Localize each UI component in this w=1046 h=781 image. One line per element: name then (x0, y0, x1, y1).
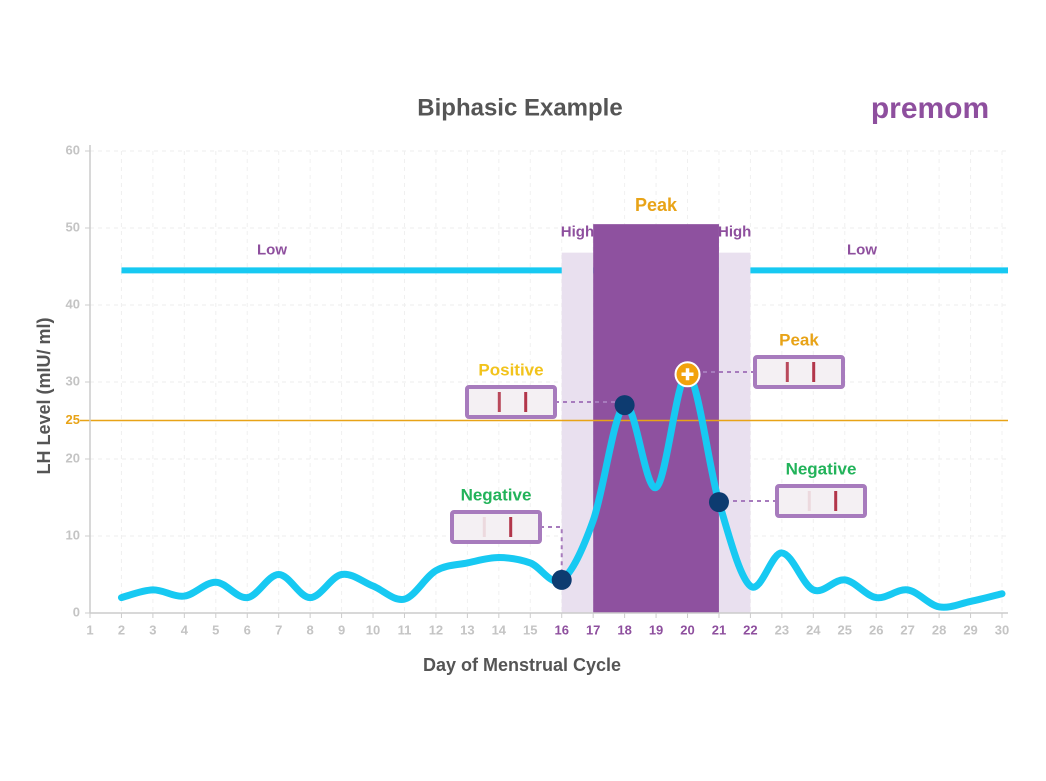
x-tick-label: 1 (86, 622, 93, 637)
marker-plus (681, 368, 694, 381)
x-tick-label: 4 (181, 622, 189, 637)
test-result-label: Positive (478, 360, 543, 379)
test-strip (753, 355, 845, 389)
y-tick-label: 20 (66, 450, 80, 465)
test-result-label: Peak (779, 330, 819, 349)
control-line (812, 362, 816, 382)
test-strip (465, 385, 557, 419)
x-tick-label: 28 (932, 622, 946, 637)
test-marker (614, 395, 635, 416)
x-tick-label: 24 (806, 622, 821, 637)
x-tick-label: 16 (554, 622, 568, 637)
y-tick-label: 50 (66, 219, 80, 234)
test-line (497, 392, 501, 412)
control-line (524, 392, 528, 412)
threshold-label: 25 (66, 412, 80, 427)
y-tick-label: 60 (66, 142, 80, 157)
x-tick-label: 21 (712, 622, 726, 637)
x-tick-label: 30 (995, 622, 1009, 637)
x-tick-label: 9 (338, 622, 345, 637)
x-tick-label: 6 (244, 622, 251, 637)
x-tick-label: 18 (617, 622, 631, 637)
phase-label: Peak (635, 195, 678, 215)
test-line (785, 362, 789, 382)
y-tick-label: 10 (66, 527, 80, 542)
test-strip (450, 510, 542, 544)
test-line (807, 491, 811, 511)
x-tick-label: 26 (869, 622, 883, 637)
x-tick-label: 13 (460, 622, 474, 637)
x-tick-label: 8 (307, 622, 314, 637)
x-tick-label: 11 (398, 622, 412, 637)
x-tick-label: 7 (275, 622, 282, 637)
brand-logo: premom (871, 92, 989, 125)
x-tick-label: 17 (586, 622, 600, 637)
test-line (482, 517, 486, 537)
x-tick-label: 15 (523, 622, 537, 637)
x-tick-label: 3 (149, 622, 156, 637)
y-axis-label: LH Level (mIU/ ml) (34, 317, 54, 474)
phase-label: High (718, 224, 751, 241)
x-tick-label: 10 (366, 622, 380, 637)
phase-label: High (561, 224, 594, 241)
x-tick-label: 27 (900, 622, 914, 637)
test-result-label: Negative (786, 459, 857, 478)
low-label: Low (257, 241, 287, 258)
x-tick-label: 25 (838, 622, 852, 637)
x-tick-label: 22 (743, 622, 757, 637)
x-tick-label: 29 (963, 622, 977, 637)
lh-curve (117, 370, 1006, 611)
x-tick-label: 12 (429, 622, 443, 637)
control-line (509, 517, 513, 537)
x-tick-label: 20 (680, 622, 694, 637)
connector (540, 526, 563, 580)
low-label: Low (847, 241, 877, 258)
x-tick-label: 5 (212, 622, 219, 637)
y-tick-label: 40 (66, 296, 80, 311)
test-marker (708, 492, 729, 513)
y-tick-label: 0 (73, 604, 80, 619)
x-tick-label: 14 (492, 622, 507, 637)
x-tick-label: 19 (649, 622, 663, 637)
y-tick-label: 30 (66, 373, 80, 388)
test-strip (775, 484, 867, 518)
x-tick-label: 2 (118, 622, 125, 637)
x-tick-label: 23 (775, 622, 789, 637)
test-marker (551, 569, 572, 590)
test-result-label: Negative (461, 485, 532, 504)
control-line (834, 491, 838, 511)
x-axis-label: Day of Menstrual Cycle (423, 655, 621, 675)
chart-title: Biphasic Example (417, 94, 622, 121)
